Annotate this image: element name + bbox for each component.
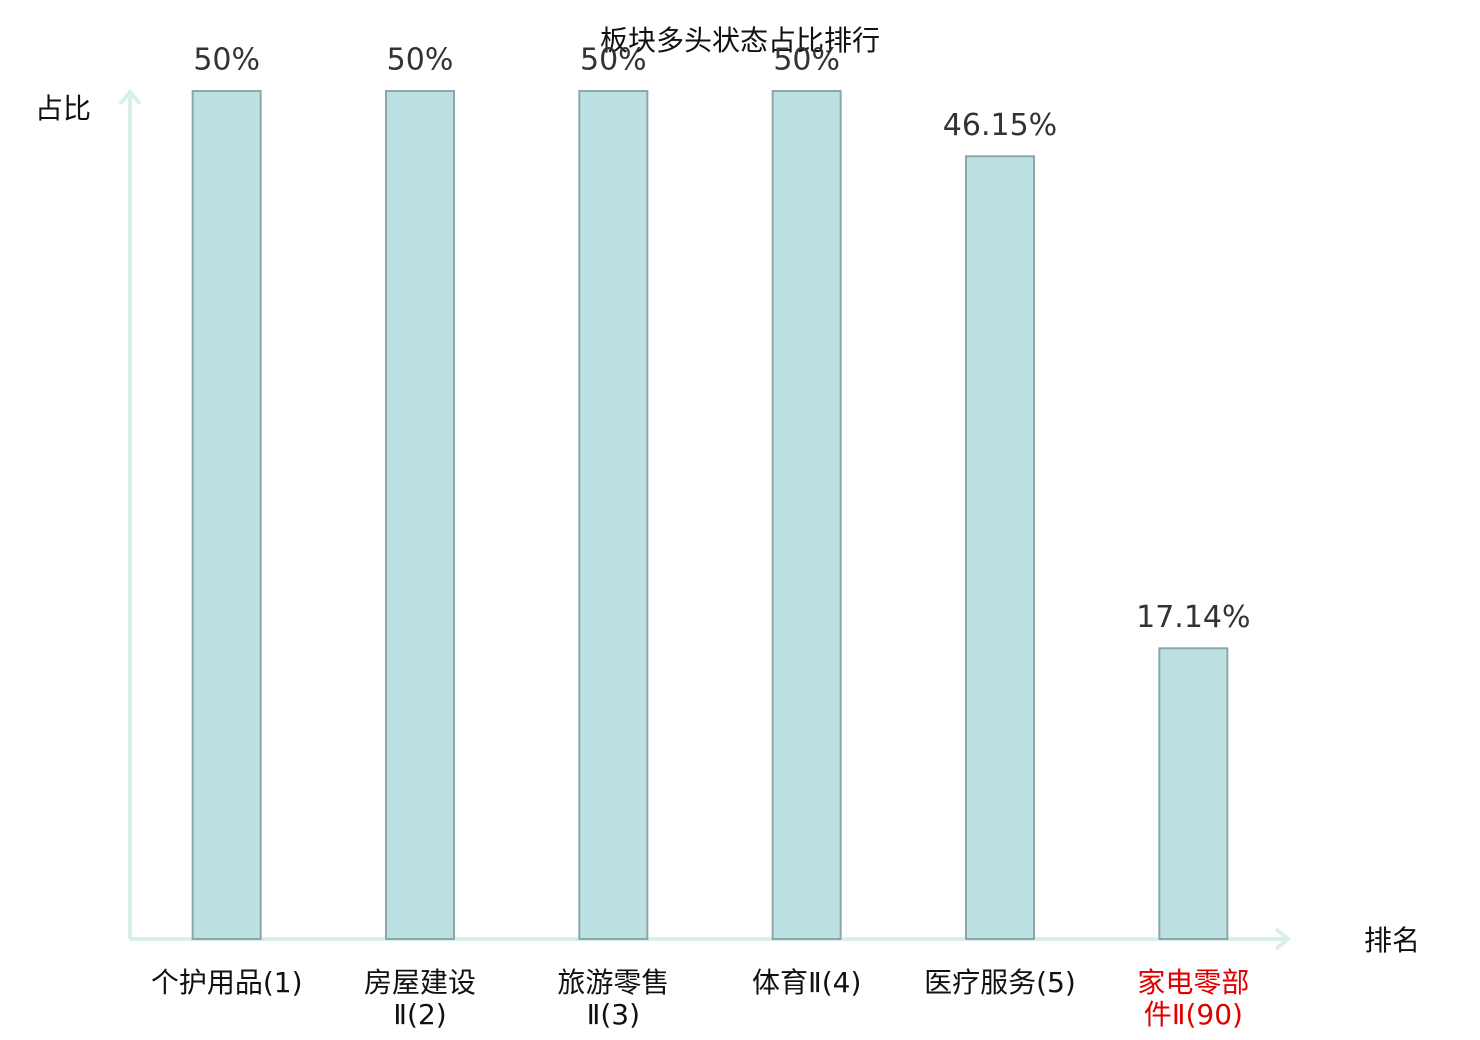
bar	[1158, 647, 1229, 940]
x-tick-label: 房屋建设 Ⅱ(2)	[364, 966, 476, 1031]
bar	[385, 90, 455, 940]
value-label: 17.14%	[1136, 600, 1250, 635]
axes	[118, 88, 1292, 951]
x-axis-label: 排名	[1364, 924, 1420, 957]
value-label: 50%	[773, 43, 840, 78]
x-tick-label: 体育Ⅱ(4)	[752, 966, 861, 999]
bar	[965, 155, 1035, 940]
chart-title: 板块多头状态占比排行	[600, 24, 880, 57]
value-label: 50%	[387, 43, 454, 78]
bar	[578, 90, 649, 940]
x-tick-label: 医疗服务(5)	[924, 966, 1076, 999]
x-tick-label: 个护用品(1)	[151, 966, 303, 999]
value-label: 50%	[193, 43, 260, 78]
bar	[771, 90, 842, 940]
y-axis-label: 占比	[35, 92, 91, 125]
x-tick-label: 旅游零售 Ⅱ(3)	[557, 966, 669, 1031]
y-axis-arrow	[118, 88, 142, 106]
x-tick-label: 家电零部件Ⅱ(90)	[1137, 966, 1249, 1031]
value-label: 46.15%	[943, 108, 1057, 143]
value-label: 50%	[580, 43, 647, 78]
bar	[191, 90, 262, 940]
x-axis-arrow	[1274, 927, 1292, 951]
